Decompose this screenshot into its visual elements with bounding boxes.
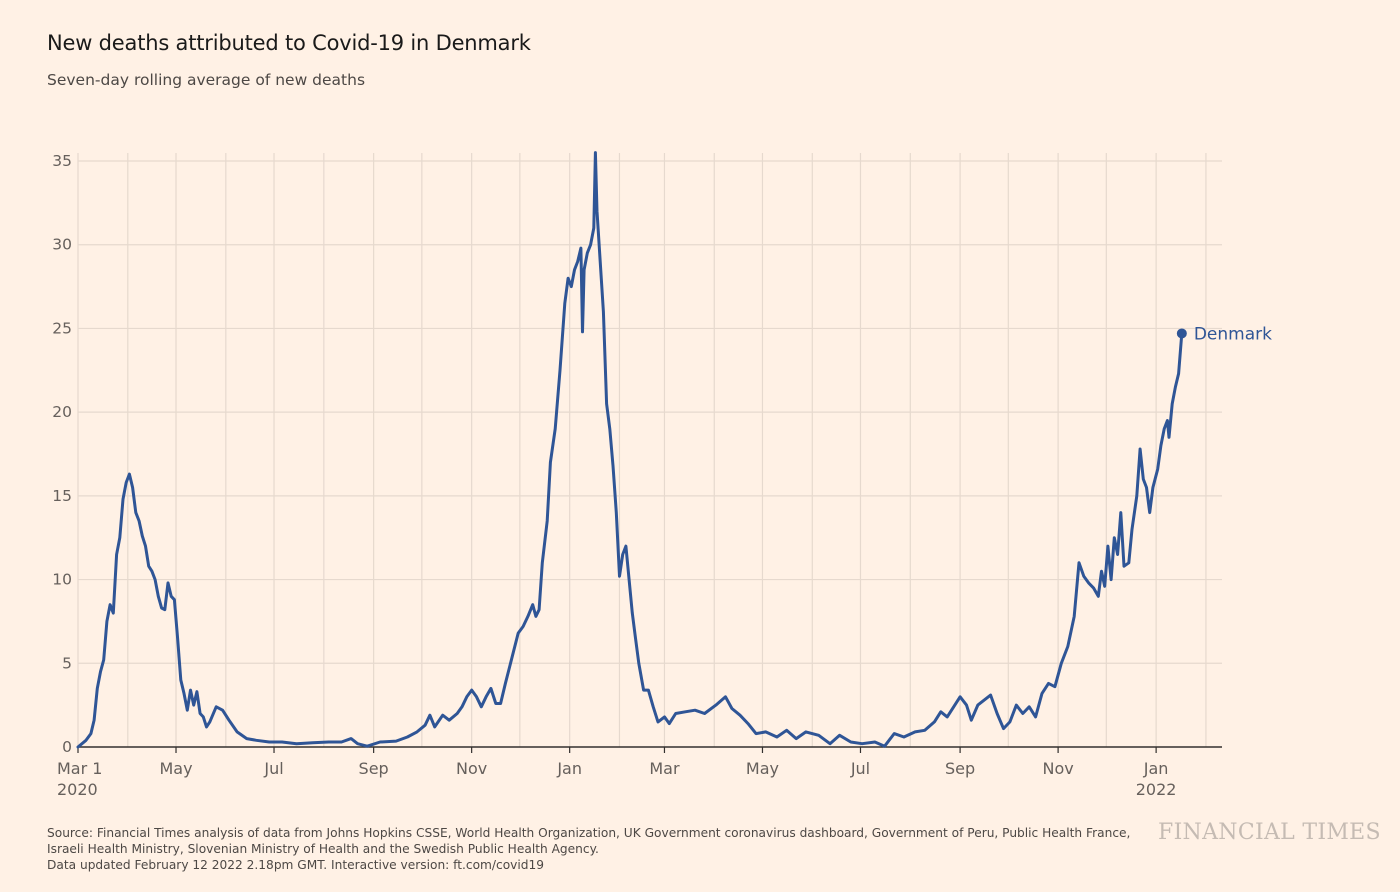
x-tick-labels: Mar 1 2020 May Jul Sep Nov Jan Mar May Jul Sep Nov J…: [57, 747, 1176, 799]
y-tick-label: 15: [52, 487, 72, 505]
x-tick-sublabel: 2022: [1136, 780, 1177, 799]
chart-footer: Source: Financial Times analysis of data…: [47, 825, 1142, 873]
x-tick-label: May: [746, 759, 779, 778]
y-tick-label: 0: [62, 738, 72, 756]
source-line-1: Source: Financial Times analysis of data…: [47, 826, 1131, 840]
x-tick-label: Jan: [556, 759, 582, 778]
y-tick-labels: 0 5 10 15 20 25 30 35: [52, 152, 72, 756]
x-tick-label: Jul: [263, 759, 283, 778]
x-tick-label: Sep: [945, 759, 975, 778]
y-gridlines: [78, 160, 1222, 664]
ft-logo: FINANCIAL TIMES: [1158, 820, 1381, 845]
y-tick-label: 10: [52, 571, 72, 589]
series-end-marker[interactable]: [1176, 328, 1187, 339]
series-line-denmark[interactable]: [76, 151, 1184, 749]
source-line-2: Israeli Health Ministry, Slovenian Minis…: [47, 842, 599, 856]
chart-subtitle: Seven-day rolling average of new deaths: [47, 71, 366, 89]
x-tick-label: May: [159, 759, 192, 778]
data-updated-note: Data updated February 12 2022 2.18pm GMT…: [47, 858, 545, 872]
x-tick-label: Mar: [649, 759, 680, 778]
y-tick-label: 30: [52, 236, 72, 254]
x-tick-label: Nov: [456, 759, 487, 778]
x-tick-label: Mar 1: [57, 759, 102, 778]
y-tick-label: 5: [62, 654, 72, 672]
x-tick-label: Nov: [1042, 759, 1073, 778]
x-tick-label: Sep: [359, 759, 389, 778]
series-label-denmark: Denmark: [1194, 324, 1272, 344]
y-tick-label: 25: [52, 319, 72, 337]
x-gridlines: [77, 153, 1207, 747]
x-tick-label: Jul: [850, 759, 870, 778]
x-tick-sublabel: 2020: [57, 780, 98, 799]
y-tick-label: 35: [52, 152, 72, 170]
chart-title: New deaths attributed to Covid-19 in Den…: [47, 31, 531, 55]
x-tick-label: Jan: [1143, 759, 1169, 778]
y-tick-label: 20: [52, 403, 72, 421]
